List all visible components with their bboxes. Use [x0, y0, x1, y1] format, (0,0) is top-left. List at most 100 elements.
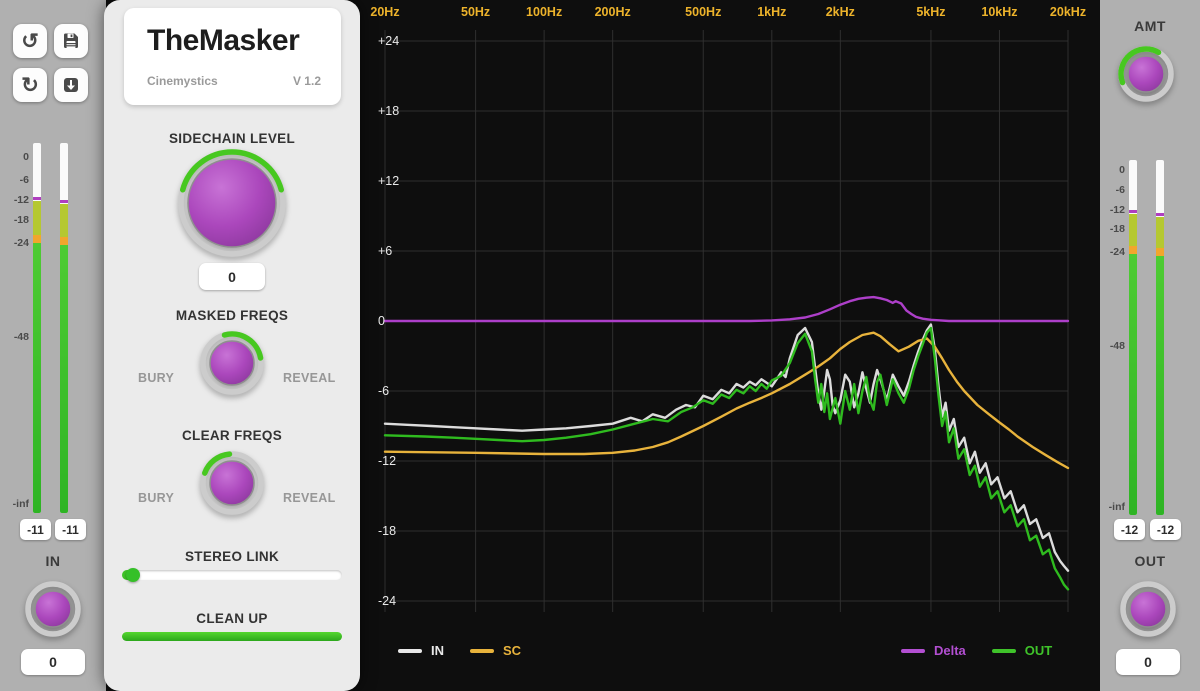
output-meter-scale: 0 -6 -12 -18 -24 -48 -inf [1102, 160, 1125, 515]
output-meter-readout-right: -12 [1150, 519, 1181, 540]
knob-value-arc [179, 149, 285, 193]
meter-rms-marker [60, 237, 68, 245]
knob-value-arc [1118, 46, 1162, 86]
right-rail: AMT 0 -6 -12 -18 -24 -48 -inf -12 -12 OUT 0 [1100, 0, 1200, 691]
meter-fill [33, 243, 41, 513]
left-rail: ↺ ↻ 0 -6 -12 -18 -24 -48 -inf [0, 0, 106, 691]
freq-axis-label: 500Hz [685, 5, 722, 19]
sidechain-level-knob[interactable] [177, 148, 287, 258]
meter-upper-segment [33, 201, 41, 235]
input-meter-scale: 0 -6 -12 -18 -24 -48 -inf [6, 143, 29, 513]
in-gain-label: IN [45, 553, 61, 569]
stereo-link-slider[interactable] [122, 568, 342, 582]
db-axis-label: +18 [378, 104, 400, 118]
meter-fill [1156, 256, 1164, 515]
stereo-link-label: STEREO LINK [184, 549, 280, 564]
title-card: TheMasker Cinemystics V 1.2 [124, 8, 341, 105]
undo-button[interactable]: ↺ [13, 24, 47, 58]
redo-icon: ↻ [21, 73, 39, 97]
legend-swatch [470, 648, 494, 653]
freq-axis-label: 20Hz [370, 5, 400, 19]
legend-item[interactable]: SC [470, 643, 521, 658]
db-axis-label: +24 [378, 34, 400, 48]
db-axis-label: -6 [378, 384, 390, 398]
legend-swatch [398, 648, 422, 653]
spectrum-plot [383, 30, 1070, 612]
db-axis-label: -12 [378, 454, 397, 468]
db-axis-label: +6 [378, 244, 393, 258]
meter-upper-segment [60, 204, 68, 237]
legend-item[interactable]: OUT [991, 643, 1053, 658]
in-gain-value[interactable]: 0 [21, 649, 85, 675]
input-meter-left [33, 143, 41, 513]
meter-fill [1129, 254, 1137, 515]
knob-value-arc [221, 331, 264, 361]
output-meter-right [1156, 160, 1164, 515]
db-axis-label: 0 [378, 314, 385, 328]
amt-label: AMT [1134, 18, 1166, 34]
out-gain-knob[interactable] [1119, 580, 1177, 638]
input-meter-readout-left: -11 [20, 519, 51, 540]
curve-in [383, 323, 1070, 572]
masked-freqs-label: MASKED FREQS [175, 308, 289, 323]
legend-swatch [901, 648, 925, 653]
masked-reveal-label: REVEAL [283, 371, 336, 385]
clear-bury-label: BURY [138, 491, 175, 505]
meter-scale-label: -18 [1109, 223, 1125, 235]
freq-axis-label: 5kHz [916, 5, 946, 19]
vendor-name: Cinemystics [147, 74, 218, 88]
meter-rms-marker [33, 235, 41, 243]
meter-upper-segment [1156, 217, 1164, 248]
meter-scale-label: 0 [1119, 164, 1125, 176]
curve-out [383, 326, 1070, 591]
freq-axis-label: 50Hz [461, 5, 491, 19]
freq-axis-label: 10kHz [981, 5, 1018, 19]
curve-delta [383, 295, 1070, 323]
meter-peak-marker [33, 197, 41, 200]
out-gain-value[interactable]: 0 [1116, 649, 1180, 675]
input-meter-right [60, 143, 68, 513]
legend-right: Delta OUT [901, 643, 1052, 658]
clear-freqs-label: CLEAR FREQS [181, 428, 283, 443]
stereo-link-slider-thumb[interactable] [126, 568, 140, 582]
output-meter-readout-left: -12 [1114, 519, 1145, 540]
meter-scale-label: -24 [13, 237, 29, 249]
meter-rms-marker [1156, 248, 1164, 256]
meter-scale-label: -48 [1109, 340, 1125, 352]
legend-label: OUT [1024, 643, 1053, 658]
meter-scale-label: -18 [13, 214, 29, 226]
meter-fill [60, 245, 68, 513]
legend-item[interactable]: IN [398, 643, 444, 658]
knob-value-arc [201, 451, 233, 476]
meter-upper-segment [1129, 214, 1137, 246]
redo-button[interactable]: ↻ [13, 68, 47, 102]
meter-peak-marker [1156, 213, 1164, 216]
freq-axis-label: 20kHz [1049, 5, 1087, 19]
meter-scale-label: -12 [1109, 204, 1125, 216]
amt-knob[interactable] [1117, 45, 1175, 103]
meter-scale-label: -24 [1109, 246, 1125, 258]
meter-scale-label: -inf [12, 498, 29, 510]
freq-axis-label: 200Hz [594, 5, 631, 19]
version-label: V 1.2 [292, 74, 321, 88]
legend-item[interactable]: Delta [901, 643, 966, 658]
freq-axis-label: 2kHz [825, 5, 855, 19]
legend-label: IN [431, 643, 444, 658]
masked-freqs-knob[interactable] [199, 330, 265, 396]
clean-up-slider[interactable] [122, 632, 342, 641]
curve-sc [383, 331, 1070, 470]
legend-left: IN SC [398, 643, 521, 658]
meter-scale-label: -48 [13, 331, 29, 343]
clear-freqs-knob[interactable] [199, 450, 265, 516]
in-gain-knob[interactable] [24, 580, 82, 638]
freq-axis-label: 1kHz [757, 5, 787, 19]
sidechain-level-value[interactable]: 0 [199, 263, 265, 290]
clean-up-label: CLEAN UP [196, 611, 268, 626]
download-icon [64, 78, 78, 92]
save-button[interactable] [54, 24, 88, 58]
meter-scale-label: -inf [1108, 501, 1125, 513]
load-button[interactable] [54, 68, 88, 102]
db-axis-label: +12 [378, 174, 400, 188]
meter-peak-marker [60, 200, 68, 203]
